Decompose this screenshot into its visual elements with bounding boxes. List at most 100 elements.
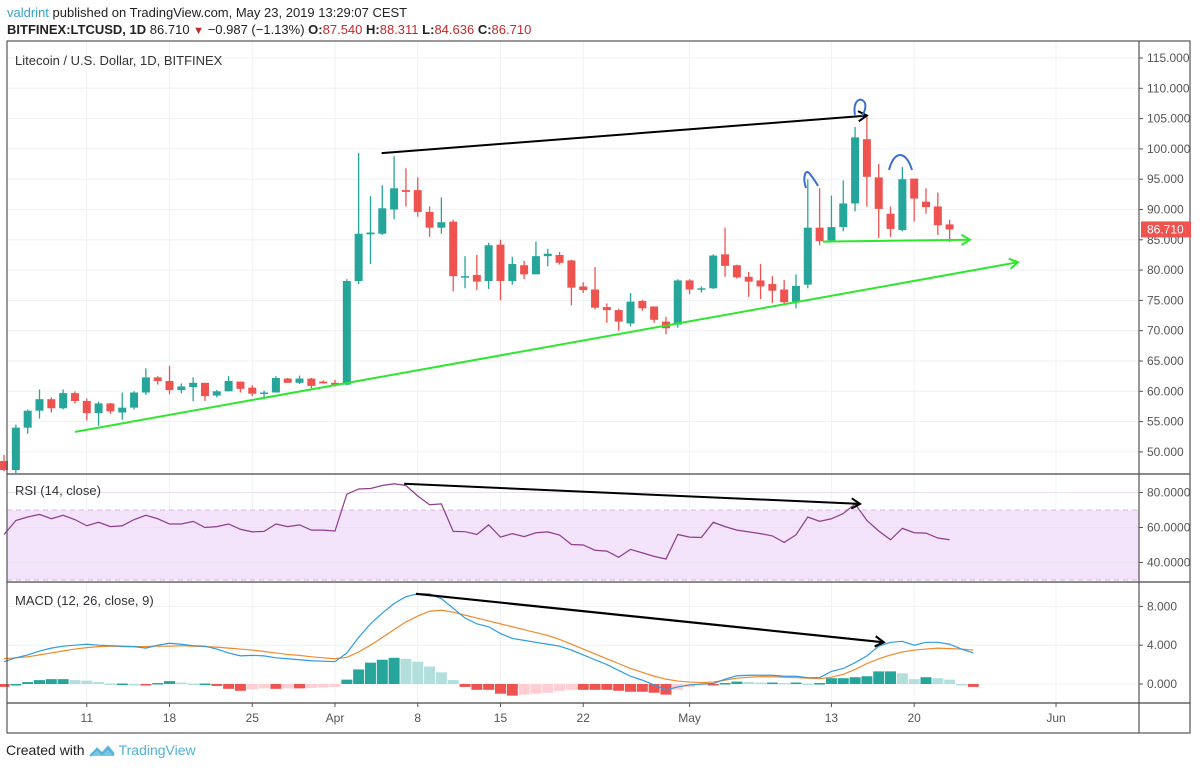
candle-body [70, 393, 79, 401]
candle-body [35, 399, 44, 411]
rsi-axis-label: 60.0000 [1147, 521, 1191, 535]
price-axis-label: 80.000 [1147, 263, 1184, 277]
candle-body [685, 280, 694, 290]
candle-body [756, 280, 765, 287]
candle-body [520, 265, 529, 275]
candle-body [910, 178, 919, 199]
macd-histogram-bar [140, 684, 152, 686]
macd-histogram-bar [152, 683, 164, 685]
price-axis-label: 70.000 [1147, 324, 1184, 338]
macd-histogram-bar [554, 684, 566, 691]
macd-histogram-bar [778, 683, 790, 685]
candle-body [413, 190, 422, 212]
candle-body [342, 281, 351, 385]
candle-body [212, 391, 221, 396]
candle-body [531, 256, 540, 275]
time-axis-label: May [678, 711, 701, 725]
candle-body [898, 179, 907, 231]
macd-histogram-bar [849, 677, 861, 684]
price-support-trendline-arrow-head [1008, 257, 1020, 270]
macd-histogram-bar [45, 679, 57, 684]
open-value: 87.540 [322, 22, 363, 37]
macd-histogram-bar [329, 684, 341, 687]
macd-histogram-bar [388, 657, 400, 684]
candle-body [827, 227, 836, 241]
price-support-trendline-arrow [74, 261, 1019, 433]
macd-histogram-bar [636, 684, 648, 692]
macd-histogram-bar [412, 661, 424, 684]
candle-body [815, 227, 824, 242]
candle-body [189, 382, 198, 388]
candle-body [307, 378, 316, 386]
candle-body [744, 276, 753, 282]
price-axis-label: 50.000 [1147, 445, 1184, 459]
candle-body [709, 255, 718, 289]
candle-body [141, 377, 150, 393]
candle-body [82, 400, 91, 414]
macd-histogram-bar [967, 684, 979, 687]
candle-body [472, 274, 481, 282]
candle-body [579, 286, 588, 291]
macd-histogram-bar [908, 679, 920, 684]
macd-histogram-bar [187, 683, 199, 686]
candle-body [602, 307, 611, 311]
macd-histogram-bar [223, 684, 235, 689]
macd-histogram-bar [755, 682, 767, 685]
macd-histogram-bar [10, 684, 22, 686]
candle-body [425, 211, 434, 228]
tradingview-brand-link[interactable]: TradingView [118, 742, 196, 758]
time-axis-label: 18 [163, 711, 177, 725]
created-with-text: Created with [6, 742, 85, 758]
macd-histogram-bar [246, 684, 258, 690]
macd-histogram-bar [802, 683, 814, 686]
macd-histogram-bar [719, 683, 731, 685]
candle-body [886, 213, 895, 229]
candle-body [673, 280, 682, 325]
candle-body [862, 139, 871, 177]
candle-body [23, 410, 32, 428]
candle-body [732, 265, 741, 278]
rsi-divergence-arrow [404, 482, 861, 505]
macd-histogram-bar [116, 683, 128, 686]
macd-pane-title: MACD (12, 26, close, 9) [15, 593, 154, 608]
macd-histogram-bar [376, 659, 388, 684]
candle-body [11, 427, 20, 471]
candle-body [165, 380, 174, 391]
price-change: −0.987 (−1.13%) [207, 22, 305, 37]
candle-body [94, 403, 103, 414]
publish-info: valdrint published on TradingView.com, M… [7, 5, 407, 20]
macd-histogram-bar [164, 681, 176, 684]
macd-histogram-bar [69, 680, 81, 684]
macd-histogram-bar [707, 684, 719, 686]
price-horizontal-support-arrow-head [960, 233, 972, 246]
macd-histogram-bar [459, 684, 471, 687]
macd-histogram-bar [577, 684, 589, 690]
candle-body [650, 306, 659, 320]
macd-histogram-bar [258, 684, 270, 689]
published-text: published on TradingView.com, May 23, 20… [48, 5, 408, 20]
macd-histogram-bar [613, 684, 625, 691]
candle-body [496, 244, 505, 282]
author-link[interactable]: valdrint [7, 5, 49, 20]
macd-histogram-bar [932, 678, 944, 684]
macd-divergence-arrow-head [874, 635, 886, 648]
price-axis-label: 100.000 [1147, 142, 1191, 156]
last-price: 86.710 [149, 22, 190, 37]
candle-body [118, 407, 127, 413]
candle-body [697, 288, 706, 290]
candle-body [260, 392, 269, 395]
close-label: C: [477, 22, 492, 37]
candle-body [390, 188, 399, 210]
price-axis-label: 115.000 [1147, 51, 1190, 65]
low-label: L: [422, 22, 435, 37]
rsi-line [3, 483, 950, 560]
macd-histogram-bar [471, 684, 483, 690]
candle-body [130, 392, 139, 408]
macd-histogram-bar [896, 673, 908, 684]
candle-body [177, 386, 186, 391]
candle-body [401, 190, 410, 192]
macd-histogram-bar [506, 684, 518, 696]
candle-body [106, 403, 115, 412]
high-label: H: [366, 22, 380, 37]
